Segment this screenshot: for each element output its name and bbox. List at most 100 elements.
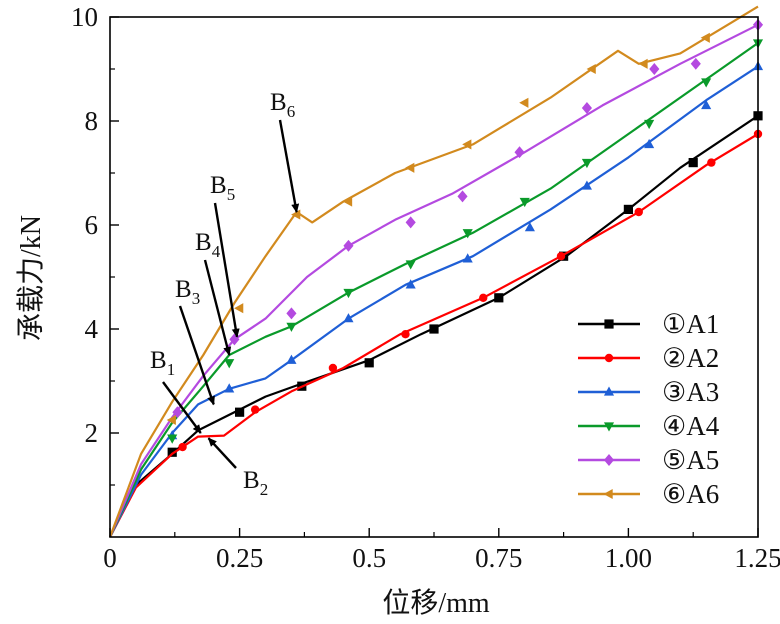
data-point <box>405 260 416 270</box>
annotation-arrow <box>213 202 240 338</box>
x-axis-title: 位移/mm <box>382 587 490 619</box>
data-point <box>343 239 354 252</box>
legend-entry: ⑤A5 <box>578 445 719 475</box>
data-point <box>644 138 655 149</box>
y-tick-label: 4 <box>85 314 99 344</box>
series-line-4 <box>109 42 759 538</box>
y-tick-label: 8 <box>85 106 99 136</box>
data-point <box>167 434 178 444</box>
data-point <box>707 158 716 167</box>
x-tick-label: 1.00 <box>605 543 652 573</box>
annotation-label-sub: 3 <box>192 289 201 308</box>
data-point <box>343 313 354 323</box>
x-tick-label: 0.25 <box>216 543 263 573</box>
data-point <box>286 307 297 320</box>
annotation-label: B4 <box>195 229 221 261</box>
data-point <box>462 139 472 150</box>
annotation-label-sub: 4 <box>212 242 221 261</box>
legend-marker <box>604 353 614 363</box>
annotation-label: B3 <box>175 276 200 308</box>
annotation-label-sub: 5 <box>227 185 236 204</box>
annotation-label-base: B <box>270 89 287 116</box>
data-point <box>364 358 374 368</box>
data-point <box>405 216 416 229</box>
data-point <box>644 119 655 130</box>
data-point <box>519 97 529 108</box>
data-point <box>405 279 416 289</box>
data-point <box>688 158 698 168</box>
annotation-label-base: B <box>150 347 167 374</box>
legend-marker <box>603 454 615 466</box>
annotation-label-base: B <box>175 276 192 303</box>
annotation-arrow <box>178 305 215 406</box>
annotation-arrow <box>162 381 202 434</box>
data-point <box>700 32 710 43</box>
annotation-arrow <box>203 259 232 356</box>
data-point <box>172 406 183 419</box>
data-point <box>701 99 712 110</box>
data-point <box>623 204 633 214</box>
data-point <box>401 330 410 339</box>
legend-label: ④A4 <box>662 411 720 441</box>
y-axis-title: 承载力/kN <box>15 215 47 341</box>
data-point <box>638 58 648 69</box>
legend-label: ⑥A6 <box>662 479 719 509</box>
annotation-arrow <box>207 437 237 469</box>
legend-label: ②A2 <box>662 343 719 373</box>
data-point <box>494 293 504 303</box>
legend-label: ⑤A5 <box>662 445 719 475</box>
plot-frame <box>109 16 759 538</box>
y-tick-label: 2 <box>85 418 99 448</box>
annotation-label-sub: 2 <box>260 480 269 499</box>
data-point <box>457 190 468 203</box>
annotation-b5: B5 <box>210 172 240 338</box>
axes-layer: 0 0.25 0.5 0.75 1.00 1.25 2 4 6 8 10 <box>71 2 780 573</box>
x-tick-label: 0.75 <box>475 543 522 573</box>
data-point <box>690 57 701 70</box>
data-point <box>224 359 235 369</box>
annotation-label-base: B <box>243 467 260 494</box>
data-point <box>524 222 535 232</box>
data-point <box>586 63 596 75</box>
data-point <box>235 407 245 417</box>
legend-entry: ②A2 <box>578 343 719 373</box>
data-point <box>519 197 530 208</box>
data-point <box>479 293 488 302</box>
legend-marker <box>603 386 615 396</box>
data-point <box>224 383 235 393</box>
annotation-b3: B3 <box>175 276 215 406</box>
annotation-label: B5 <box>210 172 235 204</box>
annotation-b4: B4 <box>195 229 232 356</box>
data-point <box>343 288 354 299</box>
data-point <box>405 162 415 173</box>
x-tick-label: 1.25 <box>734 543 780 573</box>
legend-entry: ①A1 <box>578 309 719 339</box>
annotation-b6: B6 <box>270 89 300 213</box>
data-point <box>581 180 592 190</box>
data-point <box>581 102 592 114</box>
legend-entry: ④A4 <box>578 411 720 441</box>
legend-marker <box>604 319 614 329</box>
data-point <box>286 354 297 364</box>
annotation-label-sub: 1 <box>167 360 176 379</box>
legend-marker <box>603 422 615 432</box>
series-line-3 <box>109 65 759 538</box>
annotation-b2: B2 <box>207 437 269 499</box>
annotation-b1: B1 <box>150 347 202 434</box>
data-point <box>581 158 592 169</box>
legend: ①A1 ②A2 ③A3 ④A4 ⑤A5 ⑥A6 <box>578 309 720 509</box>
legend-label: ①A1 <box>662 309 719 339</box>
annotation-arrow <box>278 119 300 213</box>
x-tick-label: 0.5 <box>352 543 386 573</box>
data-point <box>234 303 244 314</box>
annotation-label-sub: 6 <box>287 102 296 121</box>
data-point <box>342 196 353 207</box>
series-2 <box>109 129 763 538</box>
data-point <box>634 207 643 217</box>
data-point <box>701 78 712 88</box>
y-tick-label: 10 <box>71 2 98 32</box>
legend-marker <box>603 488 613 500</box>
